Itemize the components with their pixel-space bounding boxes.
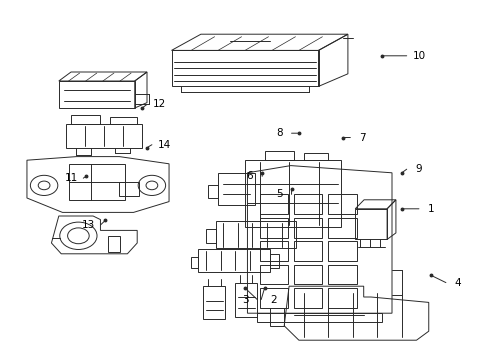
- Bar: [304, 153, 328, 160]
- Bar: [294, 265, 322, 284]
- Bar: [328, 265, 357, 284]
- Bar: [294, 194, 322, 214]
- Bar: [257, 313, 382, 322]
- Bar: [260, 241, 288, 261]
- Bar: [260, 218, 288, 238]
- Bar: [108, 236, 120, 252]
- Bar: [328, 194, 357, 214]
- Text: 9: 9: [416, 164, 422, 174]
- Bar: [208, 185, 218, 198]
- Bar: [270, 254, 279, 268]
- Bar: [328, 288, 357, 308]
- Text: 10: 10: [413, 51, 425, 61]
- Bar: [294, 218, 322, 238]
- Bar: [69, 164, 125, 200]
- Bar: [120, 182, 139, 196]
- Bar: [294, 241, 322, 261]
- Bar: [260, 194, 288, 214]
- Bar: [328, 241, 357, 261]
- Text: 8: 8: [276, 128, 283, 138]
- Text: 4: 4: [455, 278, 462, 288]
- Bar: [206, 229, 216, 243]
- Text: 11: 11: [64, 173, 78, 183]
- Text: 5: 5: [276, 189, 283, 199]
- Text: 6: 6: [246, 171, 253, 181]
- Bar: [265, 151, 294, 160]
- Text: 3: 3: [242, 294, 248, 305]
- Bar: [260, 288, 288, 308]
- Text: 13: 13: [81, 220, 95, 230]
- Bar: [260, 265, 288, 284]
- Text: 7: 7: [359, 132, 366, 143]
- Bar: [328, 218, 357, 238]
- Text: 14: 14: [157, 140, 171, 150]
- Text: 12: 12: [152, 99, 166, 109]
- Bar: [294, 288, 322, 308]
- Text: 1: 1: [428, 204, 435, 214]
- Bar: [191, 257, 198, 268]
- Text: 2: 2: [270, 294, 277, 305]
- Bar: [270, 308, 284, 326]
